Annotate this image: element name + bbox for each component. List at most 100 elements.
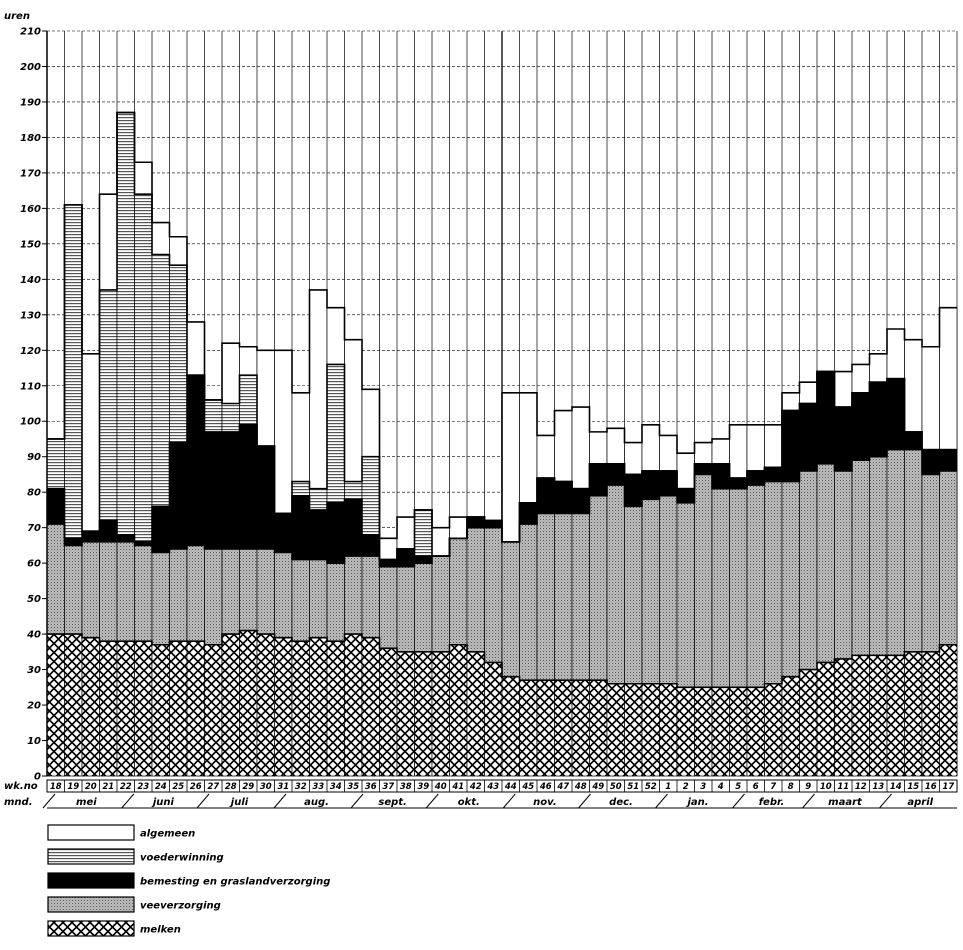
bar-veeverzorging-22 (116, 541, 135, 642)
bar-melken-5 (729, 686, 748, 777)
month-divider-11 (879, 793, 892, 809)
bar-melken-38 (396, 651, 415, 777)
bar-melken-10 (816, 662, 835, 777)
bar-algemeen-50 (606, 427, 625, 465)
month-divider-6 (502, 793, 516, 809)
week-label-45: 45 (521, 782, 534, 792)
bar-algemeen-40 (431, 527, 450, 557)
outline (47, 111, 957, 689)
bar-veeverzorging-34 (326, 562, 345, 642)
bar-voederwinning-34 (326, 364, 345, 504)
y-tick-label-160: 160 (20, 204, 41, 215)
bar-algemeen-41 (449, 516, 468, 539)
week-label-36: 36 (365, 782, 377, 792)
bar-voederwinning-33 (309, 488, 328, 511)
legend-label-algemeen: algemeen (140, 829, 195, 840)
bar-veeverzorging-37 (379, 566, 398, 649)
y-tick-label-150: 150 (20, 239, 41, 250)
y-tick-label-190: 190 (20, 97, 41, 108)
bar-melken-50 (606, 683, 625, 777)
bar-melken-13 (869, 655, 888, 777)
week-label-42: 42 (469, 782, 482, 792)
bar-algemeen-23 (134, 161, 153, 195)
month-label-april: april (907, 797, 933, 808)
y-tick-label-30: 30 (27, 665, 41, 676)
y-tick-label-180: 180 (20, 133, 41, 144)
month-label-dec-: dec. (609, 797, 633, 808)
bar-melken-35 (344, 633, 363, 777)
y-tick-label-40: 40 (26, 630, 41, 641)
week-label-13: 13 (872, 782, 884, 792)
bar-bemesting-en-graslandverzorging-28 (221, 431, 240, 550)
bar-algemeen-49 (589, 431, 608, 465)
bar-algemeen-6 (746, 424, 765, 472)
bar-bemesting-en-graslandverzorging-31 (274, 513, 293, 553)
bar-melken-14 (886, 655, 905, 777)
bar-bemesting-en-graslandverzorging-39 (414, 555, 433, 564)
bar-algemeen-46 (536, 435, 555, 479)
bar-bemesting-en-graslandverzorging-36 (361, 534, 380, 557)
bar-melken-25 (169, 640, 188, 777)
bar-melken-48 (571, 679, 590, 777)
bar-melken-21 (99, 640, 118, 777)
week-label-30: 30 (260, 782, 272, 792)
week-label-4: 4 (717, 782, 724, 792)
bar-melken-20 (81, 637, 100, 777)
bar-veeverzorging-39 (414, 562, 433, 653)
bar-veeverzorging-23 (134, 545, 153, 642)
week-label-15: 15 (907, 782, 919, 792)
month-label-juli: juli (229, 797, 249, 808)
bar-bemesting-en-graslandverzorging-42 (466, 516, 485, 529)
bar-melken-33 (309, 637, 328, 777)
bar-bemesting-en-graslandverzorging-22 (116, 534, 135, 543)
bar-veeverzorging-42 (466, 527, 485, 653)
y-tick-label-140: 140 (20, 275, 41, 286)
month-axis-label: mnd. (4, 797, 33, 808)
week-label-29: 29 (242, 782, 254, 792)
bar-voederwinning-32 (291, 481, 310, 497)
bar-melken-28 (221, 633, 240, 777)
week-label-26: 26 (190, 782, 202, 792)
bar-melken-45 (519, 679, 538, 777)
bar-algemeen-24 (151, 222, 170, 255)
bar-veeverzorging-26 (186, 545, 205, 642)
bar-melken-29 (239, 630, 258, 777)
bar-algemeen-16 (921, 346, 940, 450)
bar-algemeen-32 (291, 392, 310, 482)
bar-veeverzorging-33 (309, 559, 328, 638)
week-label-20: 20 (85, 782, 97, 792)
bar-algemeen-36 (361, 388, 380, 458)
bar-algemeen-28 (221, 342, 240, 404)
bar-bemesting-en-graslandverzorging-10 (816, 371, 835, 465)
bar-veeverzorging-43 (484, 527, 503, 663)
bar-algemeen-29 (239, 346, 258, 376)
month-divider-5 (425, 793, 439, 809)
boundary-algemeen (47, 111, 957, 540)
month-divider-4 (350, 793, 364, 809)
bar-veeverzorging-11 (834, 470, 853, 660)
bar-algemeen-15 (904, 339, 923, 433)
y-tick-label-120: 120 (20, 346, 41, 357)
bar-bemesting-en-graslandverzorging-30 (256, 445, 275, 550)
bar-voederwinning-29 (239, 374, 258, 426)
bar-voederwinning-36 (361, 456, 380, 536)
bar-melken-41 (449, 644, 468, 777)
week-label-28: 28 (225, 782, 237, 792)
month-divider-10 (802, 793, 815, 809)
bar-melken-7 (764, 683, 783, 777)
bar-bemesting-en-graslandverzorging-45 (519, 502, 538, 525)
bar-algemeen-17 (939, 307, 958, 450)
bar-voederwinning-24 (151, 254, 170, 507)
week-label-35: 35 (347, 782, 359, 792)
bar-bemesting-en-graslandverzorging-21 (99, 520, 118, 543)
bar-veeverzorging-41 (449, 537, 468, 646)
bar-melken-16 (921, 651, 940, 777)
month-divider-9 (732, 793, 745, 809)
bar-algemeen-13 (869, 353, 888, 383)
week-label-46: 46 (539, 782, 552, 792)
week-label-1: 1 (665, 782, 671, 792)
week-label-10: 10 (820, 782, 832, 792)
month-label-mei: mei (76, 797, 97, 808)
bar-veeverzorging-5 (729, 488, 748, 688)
y-tick-label-130: 130 (20, 310, 41, 321)
